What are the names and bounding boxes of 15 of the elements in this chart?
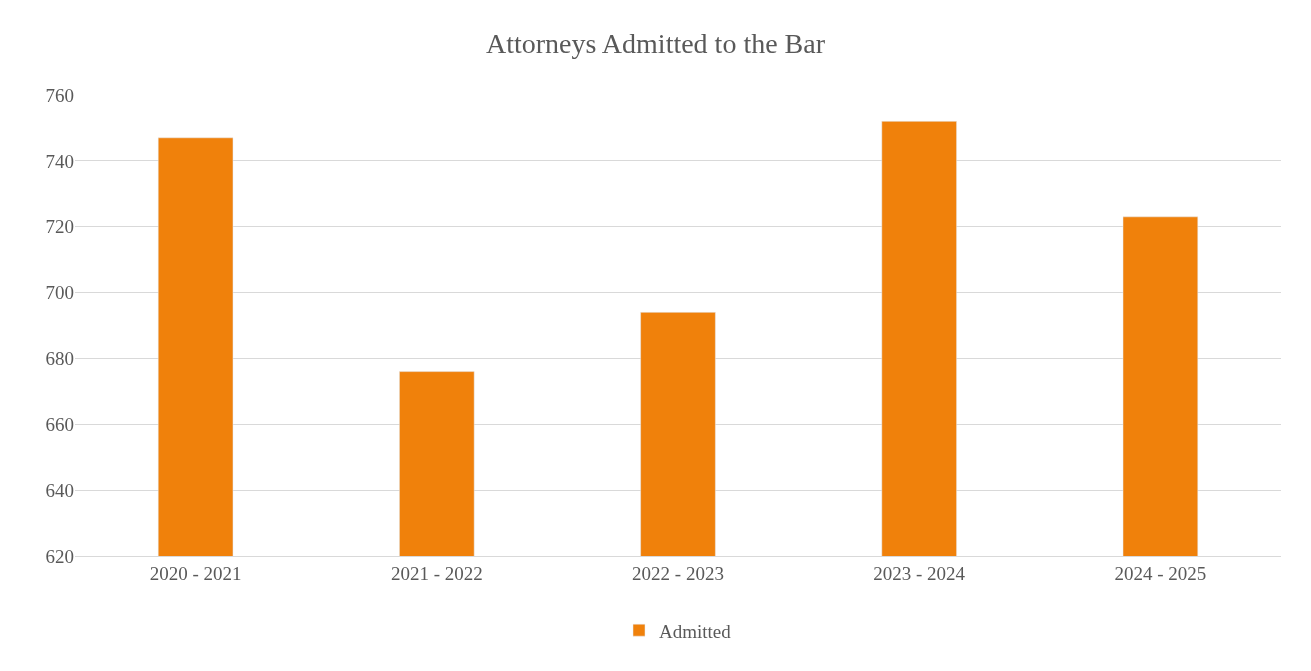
x-tick-label: 2024 - 2025 <box>1114 562 1207 584</box>
y-tick-label: 620 <box>45 545 74 567</box>
x-tick-label: 2022 - 2023 <box>632 562 724 584</box>
y-tick-label: 680 <box>45 348 74 370</box>
x-tick-label: 2021 - 2022 <box>390 562 483 584</box>
y-tick-label: 640 <box>45 479 74 501</box>
y-tick-label: 660 <box>45 413 74 435</box>
y-tick-label: 700 <box>45 282 74 304</box>
y-tick-label: 740 <box>45 150 74 172</box>
chart-title: Attorneys Admitted to the Bar <box>485 28 826 60</box>
x-tick-label: 2020 - 2021 <box>149 562 242 584</box>
x-tick-label: 2023 - 2024 <box>873 562 966 584</box>
y-tick-label: 760 <box>45 84 74 106</box>
legend-label: Admitted <box>659 620 732 642</box>
y-tick-label: 720 <box>45 216 74 238</box>
